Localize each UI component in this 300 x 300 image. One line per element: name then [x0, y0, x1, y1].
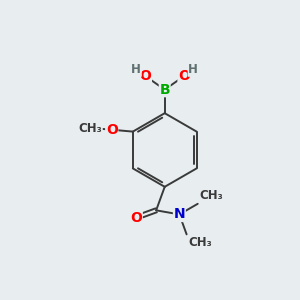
Text: O: O	[130, 211, 142, 225]
Text: CH₃: CH₃	[78, 122, 102, 134]
Text: CH₃: CH₃	[188, 236, 212, 249]
Text: N: N	[173, 207, 185, 221]
Text: O: O	[140, 69, 152, 83]
Text: B: B	[159, 82, 170, 97]
Text: H: H	[188, 63, 198, 76]
Text: H: H	[131, 63, 141, 76]
Text: O: O	[106, 123, 118, 137]
Text: CH₃: CH₃	[199, 189, 223, 202]
Text: O: O	[178, 69, 190, 83]
